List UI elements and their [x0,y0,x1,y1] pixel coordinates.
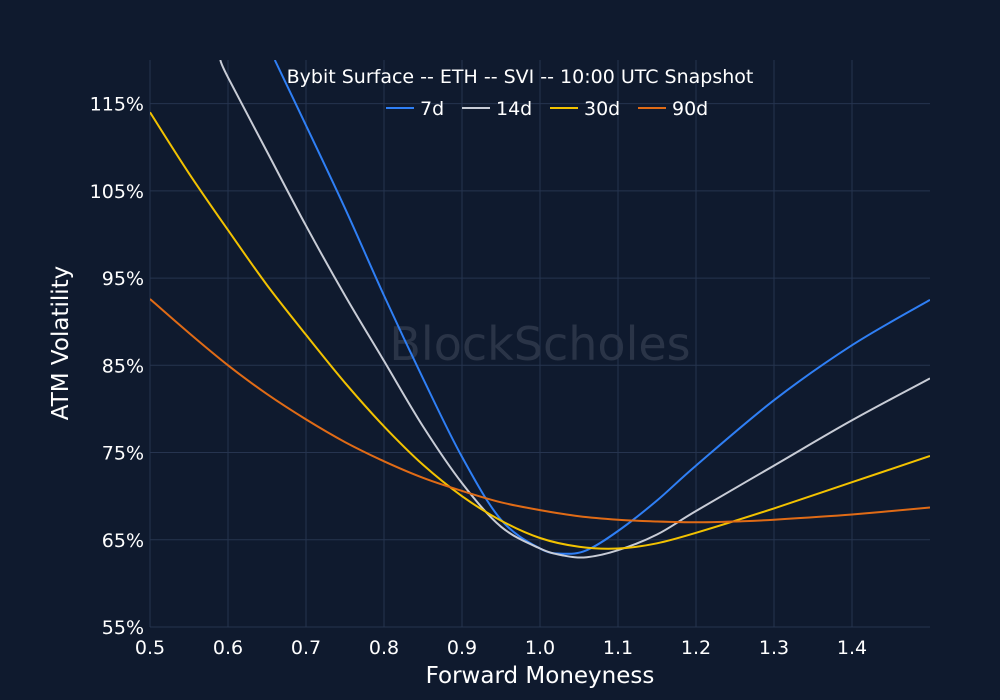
series-lines [150,60,930,559]
legend-item-30d[interactable]: 30d [550,98,620,120]
legend-item-14d[interactable]: 14d [462,98,532,120]
legend-label: 30d [584,98,620,120]
series-line-7d [273,60,930,555]
x-tick-label: 1.3 [759,637,789,659]
legend-label: 14d [496,98,532,120]
y-tick-label: 95% [102,268,144,290]
y-axis-title: ATM Volatility [48,266,74,420]
y-tick-label: 115% [90,94,144,116]
x-tick-label: 0.9 [447,637,477,659]
grid-lines [149,60,930,628]
y-tick-label: 55% [102,617,144,639]
x-tick-label: 1.1 [603,637,633,659]
series-line-90d [150,298,930,524]
x-tick-label: 0.5 [135,637,165,659]
x-tick-label: 1.0 [525,637,555,659]
watermark-text: BlockScholes [389,317,690,371]
y-tick-labels: 55% 65% 75% 85% 95% 105% 115% [90,94,144,639]
series-line-14d [219,60,930,559]
y-tick-label: 105% [90,181,144,203]
legend-item-90d[interactable]: 90d [638,98,708,120]
x-axis-title: Forward Moneyness [426,663,655,689]
x-tick-label: 0.7 [291,637,321,659]
y-tick-label: 85% [102,355,144,377]
x-tick-label: 1.4 [837,637,867,659]
x-tick-label: 1.2 [681,637,711,659]
y-tick-label: 65% [102,530,144,552]
legend-label: 7d [420,98,444,120]
legend[interactable]: 7d 14d 30d 90d [386,98,708,120]
x-tick-label: 0.8 [369,637,399,659]
x-tick-labels: 0.5 0.6 0.7 0.8 0.9 1.0 1.1 1.2 1.3 1.4 [135,637,867,659]
x-tick-label: 0.6 [213,637,243,659]
y-tick-label: 75% [102,443,144,465]
chart-title: Bybit Surface -- ETH -- SVI -- 10:00 UTC… [287,66,754,88]
legend-label: 90d [672,98,708,120]
legend-item-7d[interactable]: 7d [386,98,444,120]
